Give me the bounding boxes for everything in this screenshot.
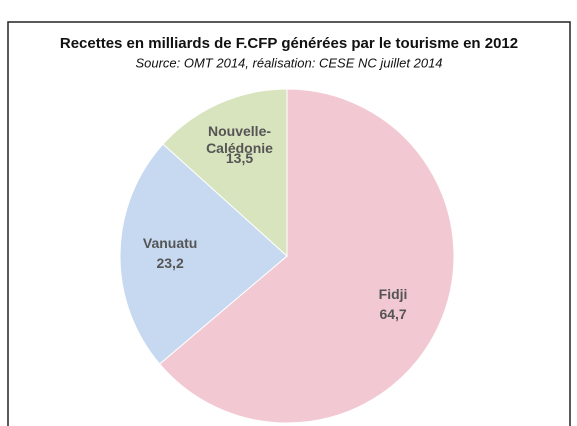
pie-slice	[119, 143, 288, 365]
chart-title: Recettes en milliards de F.CFP générées …	[60, 35, 518, 52]
slice-value: 23,2	[156, 255, 183, 271]
pie: Fidji 64,7 Vanuatu 23,2 Nouvelle-Calédonie13…	[119, 88, 455, 424]
chart-subtitle: Source: OMT 2014, réalisation: CESE NC j…	[135, 55, 442, 70]
frame	[7, 21, 571, 426]
pie-slice	[158, 88, 455, 424]
slice-value: 64,7	[379, 306, 406, 322]
slice-label: Vanuatu	[143, 235, 197, 251]
slice-label: Nouvelle-Calédonie	[206, 123, 273, 156]
pie-slice	[162, 88, 288, 258]
slice-value: 13,5	[226, 150, 253, 166]
slice-label: Fidji	[379, 286, 408, 302]
